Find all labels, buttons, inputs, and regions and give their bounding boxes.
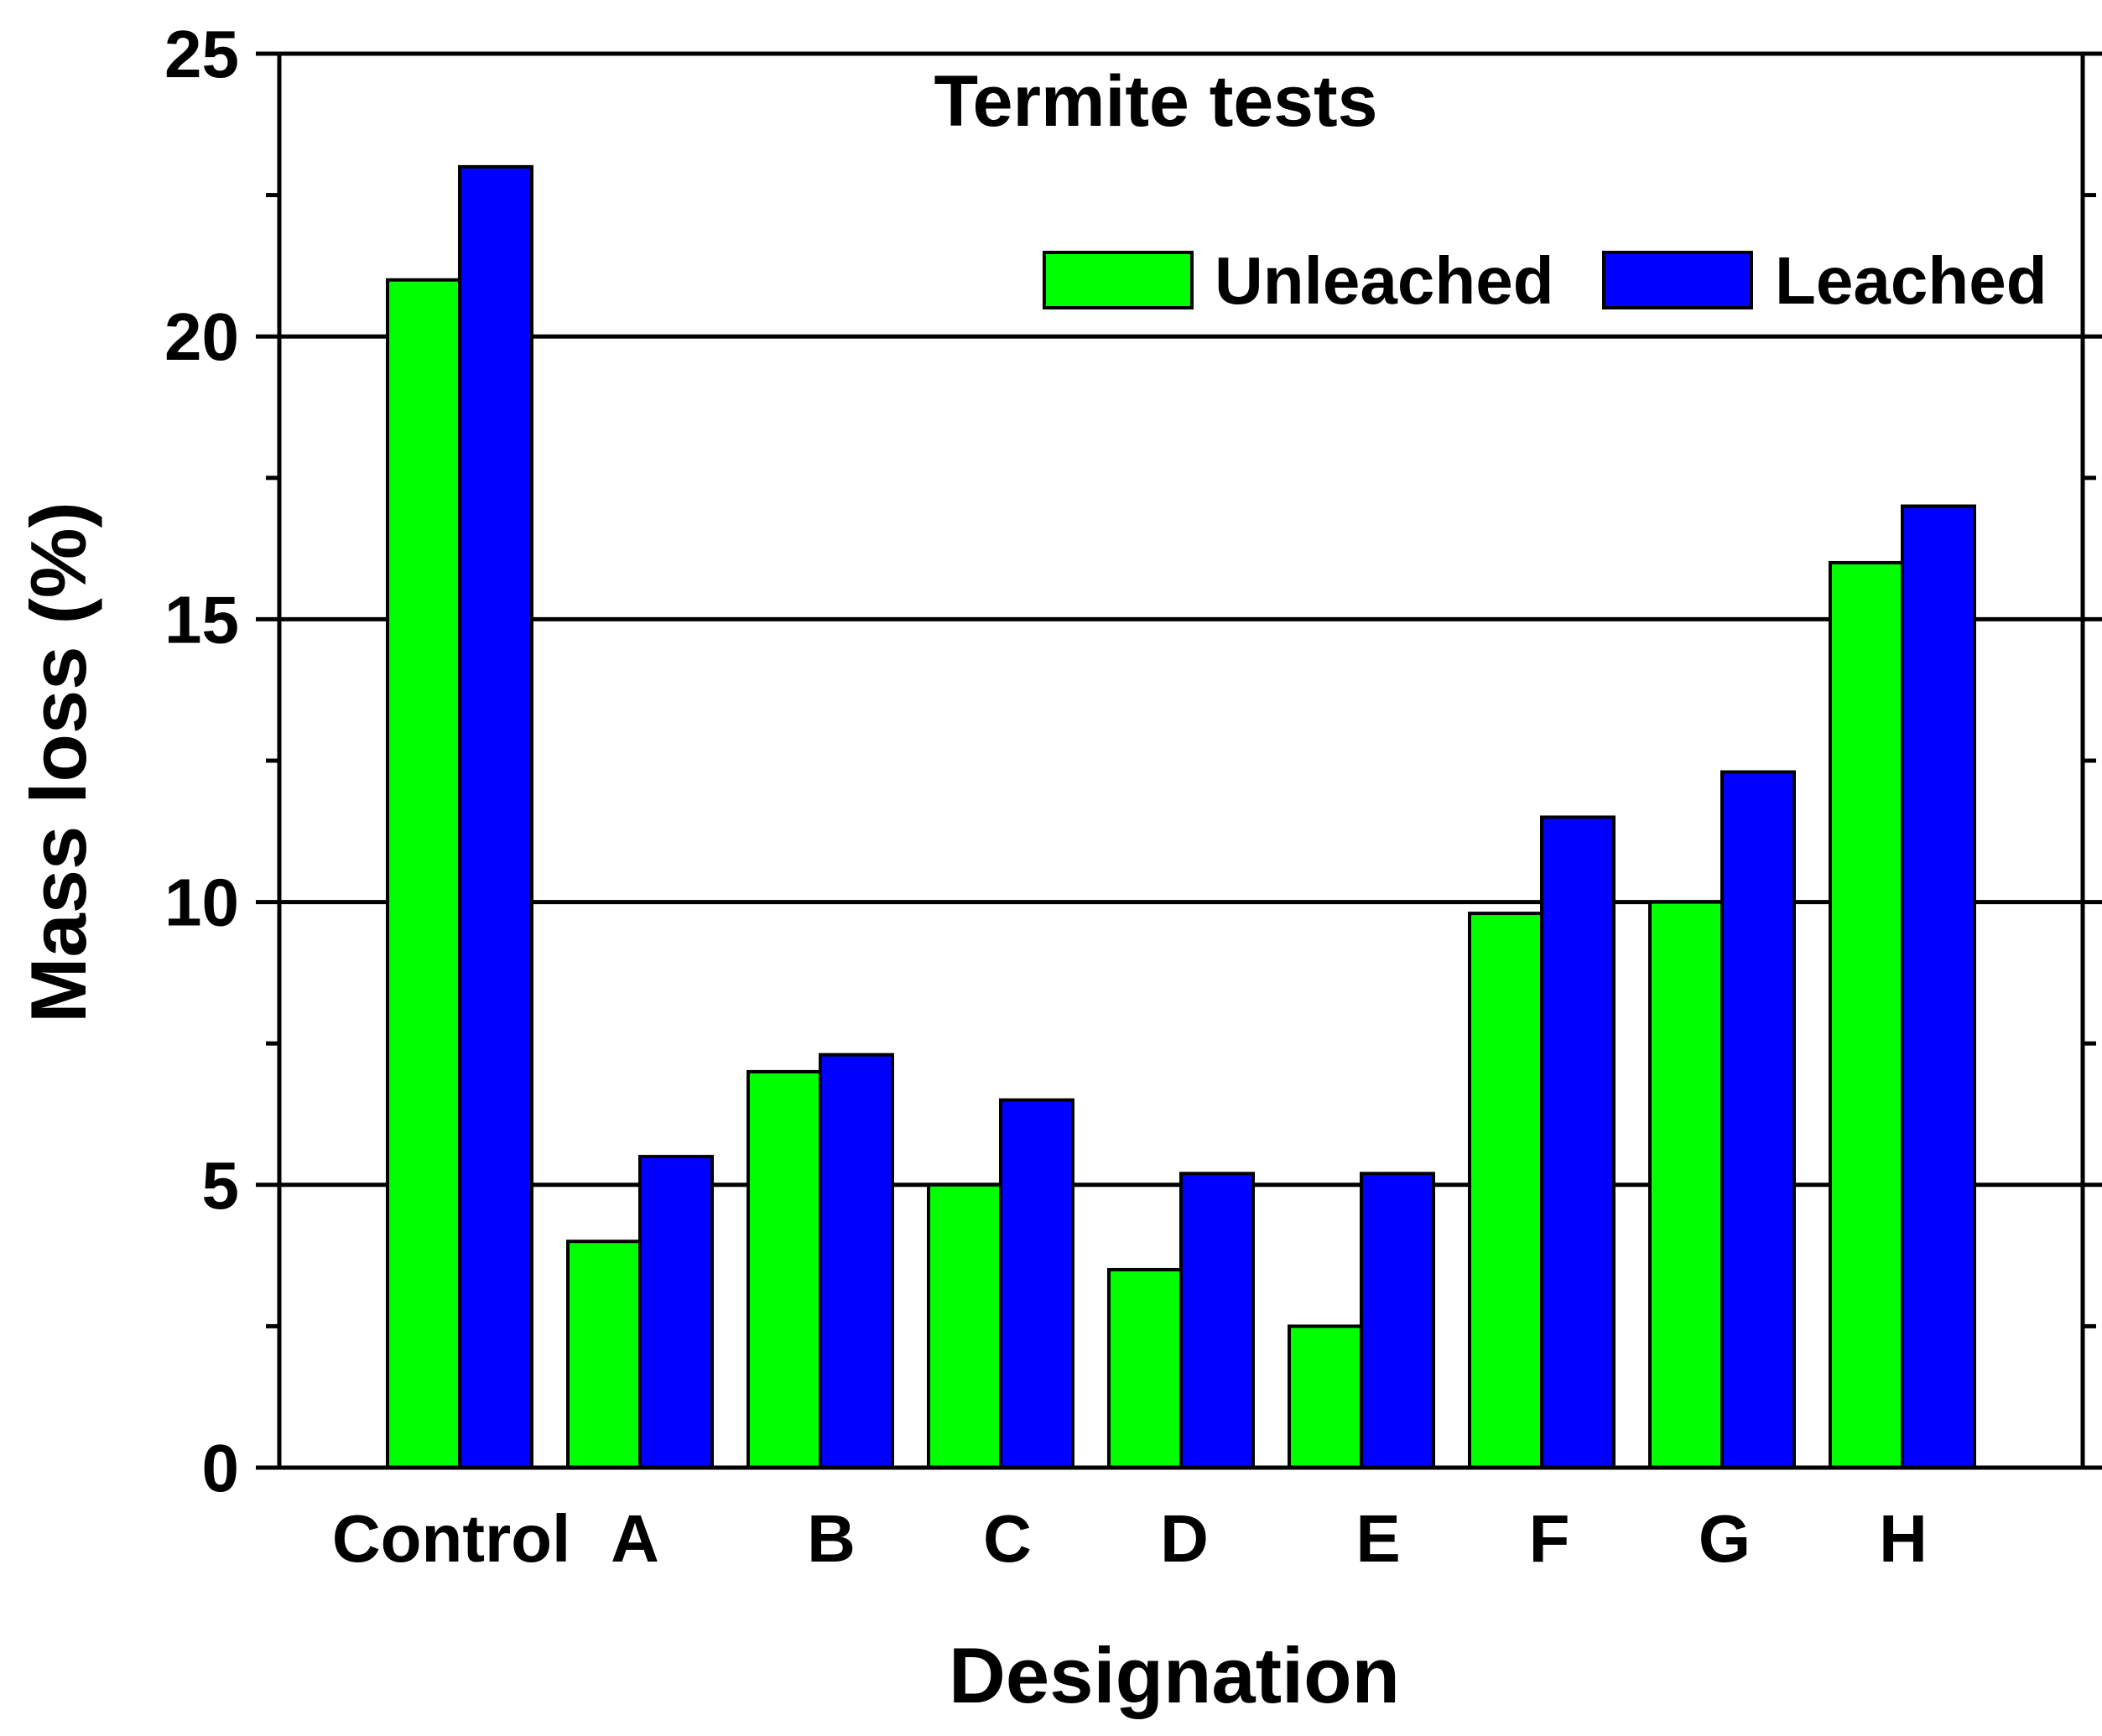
- x-tick-label: Control: [332, 1501, 570, 1576]
- x-tick-label: C: [983, 1501, 1032, 1576]
- bars: [386, 164, 1976, 1470]
- chart-title: Termite tests: [934, 61, 1378, 142]
- bar-leached-e: [1360, 1172, 1435, 1469]
- bar-unleached-c: [927, 1182, 1002, 1470]
- bar-unleached-h: [1829, 560, 1904, 1470]
- legend-label-unleached: Unleached: [1215, 243, 1554, 318]
- x-tick-label: D: [1160, 1501, 1209, 1576]
- x-tick-label: H: [1879, 1501, 1928, 1576]
- legend-swatch-leached: [1602, 251, 1753, 309]
- x-tick-label: E: [1355, 1501, 1400, 1576]
- x-tick-label: G: [1699, 1501, 1751, 1576]
- bar-leached-f: [1540, 815, 1616, 1469]
- bar-leached-control: [458, 164, 533, 1469]
- bar-unleached-d: [1107, 1267, 1183, 1469]
- bar-leached-c: [999, 1098, 1074, 1469]
- x-tick-label: A: [611, 1501, 659, 1576]
- bar-leached-d: [1179, 1172, 1255, 1469]
- bar-unleached-g: [1648, 900, 1724, 1469]
- y-tick-label: 15: [164, 582, 239, 657]
- bar-unleached-a: [566, 1240, 642, 1469]
- bar-leached-h: [1901, 504, 1976, 1469]
- bar-unleached-e: [1288, 1324, 1363, 1470]
- x-axis-title: Designation: [949, 1631, 1400, 1719]
- bar-unleached-control: [386, 278, 461, 1469]
- x-tick-label: F: [1529, 1501, 1570, 1576]
- bar-leached-a: [638, 1155, 714, 1469]
- gridlines: [279, 334, 2083, 1188]
- x-tick-label: B: [807, 1501, 856, 1576]
- bar-unleached-b: [747, 1069, 822, 1470]
- y-tick-label: 0: [202, 1431, 240, 1505]
- legend-swatch-unleached: [1043, 251, 1194, 309]
- y-axis-title: Mass loss (%): [14, 502, 102, 1023]
- x-axis: Control A B C D E F G H: [332, 1501, 1928, 1576]
- y-axis: 0 5 10 15 20 25: [164, 17, 2102, 1505]
- y-tick-label: 10: [164, 865, 239, 940]
- y-tick-label: 25: [164, 17, 239, 91]
- bar-leached-b: [819, 1053, 894, 1469]
- y-tick-label: 20: [164, 299, 239, 374]
- y-tick-label: 5: [202, 1148, 240, 1223]
- bar-leached-g: [1720, 770, 1796, 1469]
- legend-label-leached: Leached: [1775, 243, 2047, 318]
- legend: Unleached Leached: [1043, 243, 2047, 318]
- bar-unleached-f: [1468, 912, 1543, 1469]
